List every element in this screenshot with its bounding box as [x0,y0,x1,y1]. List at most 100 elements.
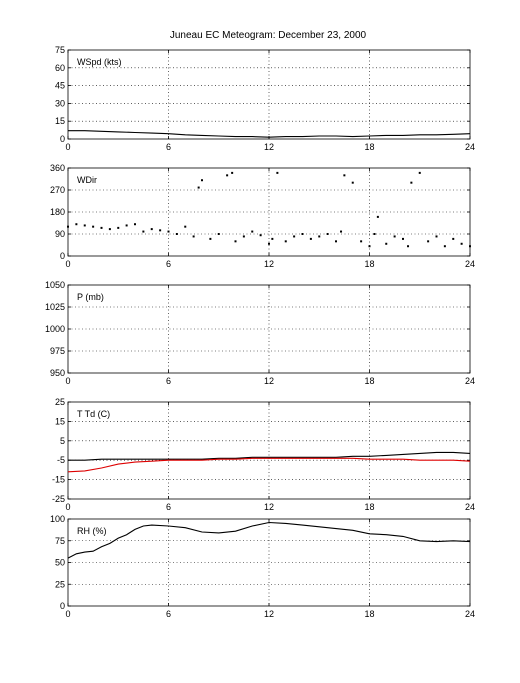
y-tick-label: 15 [55,416,65,426]
data-point [410,181,413,184]
data-point [402,237,404,240]
y-tick-label: 5 [60,436,65,446]
y-tick-label: 0 [60,601,65,611]
x-tick-label: 6 [166,376,171,386]
data-point [192,235,195,238]
y-tick-label: 1050 [45,280,65,290]
y-tick-label: 75 [55,45,65,55]
panel-3: 0 6 12 18 24 950 975 1000 1025 1050 P (mb) [45,280,475,386]
data-point [150,228,153,231]
series-line-1 [68,130,471,138]
data-point [259,234,262,237]
x-tick-label: 18 [364,259,374,269]
data-point [368,245,371,248]
panel-5: 0 6 12 18 24 0 25 50 75 100 RH (%) [50,514,475,619]
data-point [226,174,229,177]
data-point [242,235,245,238]
y-tick-label: 25 [55,579,65,589]
data-point [443,245,446,248]
y-tick-label: 50 [55,558,65,568]
y-tick-label: 100 [50,514,65,524]
x-tick-label: 12 [264,609,274,619]
x-tick-label: 0 [65,376,70,386]
data-point [418,171,421,174]
y-tick-label: 0 [60,251,65,261]
y-tick-label: 1000 [45,324,65,334]
data-point [83,224,86,227]
data-point [231,171,234,174]
y-tick-label: -15 [52,475,65,485]
data-point [351,181,354,184]
data-point [360,240,363,243]
y-tick-label: -25 [52,494,65,504]
data-point [75,223,78,226]
x-tick-label: 0 [65,142,70,152]
data-point [167,230,170,233]
panel-4: 0 6 12 18 24 -25 -15 -5 5 15 25 T Td (C) [52,397,475,512]
y-tick-label: 975 [50,346,65,356]
data-point [217,233,220,235]
panel-2: 0 6 12 18 24 0 90 180 270 360 WDir [50,163,475,269]
y-tick-label: 60 [55,63,65,73]
data-point [197,186,200,189]
data-point [159,229,162,232]
data-point [469,245,471,248]
series-line-1 [67,521,471,559]
data-point [407,245,410,248]
x-tick-label: 6 [166,609,171,619]
y-tick-label: 30 [55,98,65,108]
data-point [125,224,128,227]
y-tick-label: 75 [55,536,65,546]
y-tick-label: 25 [55,397,65,407]
x-tick-label: 18 [364,142,374,152]
panel-label: P (mb) [77,292,104,302]
x-tick-label: 24 [465,142,475,152]
series-line-1 [68,451,471,461]
x-tick-label: 6 [166,142,171,152]
data-point [234,240,237,243]
panel-label: WSpd (kts) [77,57,122,67]
y-tick-label: 45 [55,81,65,91]
data-point [376,215,379,218]
data-point [268,242,270,245]
data-point [284,240,287,243]
data-point [460,242,463,245]
y-tick-label: 270 [50,185,65,195]
data-point [251,230,254,233]
data-point [318,235,321,238]
data-point [293,235,296,238]
panel-label: RH (%) [77,526,107,536]
x-tick-label: 6 [166,259,171,269]
x-tick-label: 12 [264,376,274,386]
data-point [301,233,304,235]
chart-title: Juneau EC Meteogram: December 23, 2000 [169,30,367,41]
panel-label: WDir [77,175,97,185]
data-point [108,228,111,231]
y-tick-label: 15 [55,116,65,126]
data-point [427,240,430,243]
y-tick-label: 0 [60,134,65,144]
data-point [134,223,136,226]
data-point [435,235,438,238]
panel-1: 0 6 12 18 24 0 15 30 45 60 75 WSpd (kts) [55,45,475,152]
panel-label: T Td (C) [77,409,110,419]
x-tick-label: 24 [465,609,475,619]
data-point [209,237,212,240]
data-point [100,226,103,229]
y-tick-label: 1025 [45,302,65,312]
data-point [271,237,274,240]
x-tick-label: 18 [364,609,374,619]
x-tick-label: 24 [465,502,475,512]
data-point [326,233,329,235]
data-point [92,225,95,228]
data-point [340,230,343,233]
data-point [373,233,376,235]
data-point [67,225,69,228]
x-tick-label: 12 [264,502,274,512]
x-tick-label: 24 [465,259,475,269]
data-point [175,233,178,235]
y-tick-label: 360 [50,163,65,173]
data-point [142,230,145,233]
series-line-2 [67,457,471,473]
